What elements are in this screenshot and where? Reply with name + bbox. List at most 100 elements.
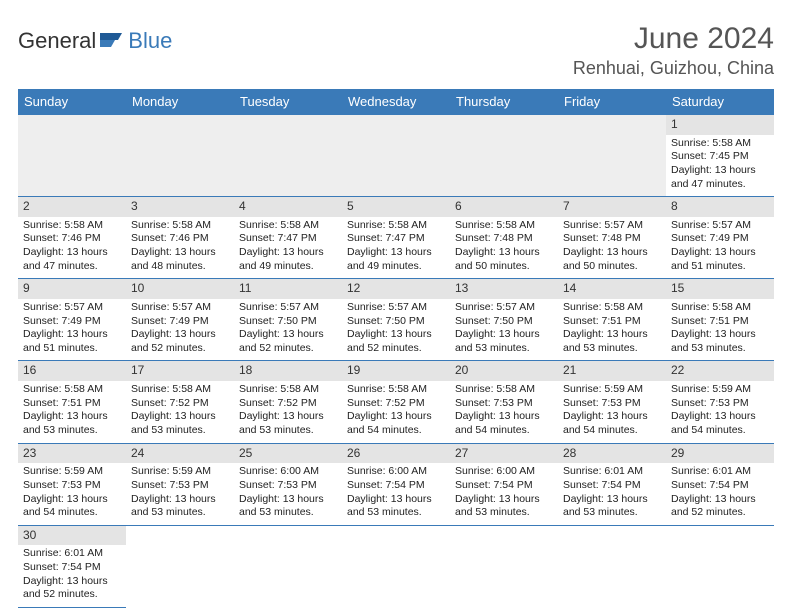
calendar-empty [558, 115, 666, 197]
sunset-text: Sunset: 7:49 PM [23, 315, 121, 329]
daylight-text: Daylight: 13 hours and 54 minutes. [563, 410, 661, 437]
daylight-text: Daylight: 13 hours and 54 minutes. [455, 410, 553, 437]
day-info: Sunrise: 5:58 AMSunset: 7:51 PMDaylight:… [23, 383, 121, 438]
calendar-day: 5Sunrise: 5:58 AMSunset: 7:47 PMDaylight… [342, 197, 450, 279]
header: General Blue June 2024 Renhuai, Guizhou,… [18, 22, 774, 79]
daylight-text: Daylight: 13 hours and 47 minutes. [23, 246, 121, 273]
sunrise-text: Sunrise: 5:58 AM [131, 219, 229, 233]
daylight-text: Daylight: 13 hours and 54 minutes. [347, 410, 445, 437]
calendar-day: 19Sunrise: 5:58 AMSunset: 7:52 PMDayligh… [342, 361, 450, 443]
day-info: Sunrise: 5:57 AMSunset: 7:50 PMDaylight:… [347, 301, 445, 356]
calendar-day: 14Sunrise: 5:58 AMSunset: 7:51 PMDayligh… [558, 279, 666, 361]
daylight-text: Daylight: 13 hours and 52 minutes. [23, 575, 121, 602]
daylight-text: Daylight: 13 hours and 50 minutes. [455, 246, 553, 273]
sunrise-text: Sunrise: 5:58 AM [455, 219, 553, 233]
calendar-day: 1Sunrise: 5:58 AMSunset: 7:45 PMDaylight… [666, 115, 774, 197]
daylight-text: Daylight: 13 hours and 52 minutes. [131, 328, 229, 355]
calendar-day: 2Sunrise: 5:58 AMSunset: 7:46 PMDaylight… [18, 197, 126, 279]
daylight-text: Daylight: 13 hours and 54 minutes. [671, 410, 769, 437]
day-number: 27 [450, 444, 558, 464]
day-info: Sunrise: 5:58 AMSunset: 7:47 PMDaylight:… [347, 219, 445, 274]
day-number: 1 [666, 115, 774, 135]
calendar-day: 20Sunrise: 5:58 AMSunset: 7:53 PMDayligh… [450, 361, 558, 443]
calendar-table: Sunday Monday Tuesday Wednesday Thursday… [18, 89, 774, 608]
sunset-text: Sunset: 7:52 PM [239, 397, 337, 411]
day-number: 25 [234, 444, 342, 464]
day-number: 14 [558, 279, 666, 299]
sunrise-text: Sunrise: 5:58 AM [23, 383, 121, 397]
day-number: 3 [126, 197, 234, 217]
day-number: 30 [18, 526, 126, 546]
daylight-text: Daylight: 13 hours and 53 minutes. [239, 493, 337, 520]
day-number: 2 [18, 197, 126, 217]
daylight-text: Daylight: 13 hours and 53 minutes. [347, 493, 445, 520]
calendar-day: 9Sunrise: 5:57 AMSunset: 7:49 PMDaylight… [18, 279, 126, 361]
sunrise-text: Sunrise: 6:01 AM [23, 547, 121, 561]
sunset-text: Sunset: 7:48 PM [563, 232, 661, 246]
day-info: Sunrise: 6:01 AMSunset: 7:54 PMDaylight:… [23, 547, 121, 602]
calendar-row: 1Sunrise: 5:58 AMSunset: 7:45 PMDaylight… [18, 115, 774, 197]
daylight-text: Daylight: 13 hours and 53 minutes. [131, 410, 229, 437]
sunrise-text: Sunrise: 5:57 AM [239, 301, 337, 315]
sunset-text: Sunset: 7:54 PM [455, 479, 553, 493]
day-number: 28 [558, 444, 666, 464]
brand-part2: Blue [128, 28, 172, 54]
calendar-day: 4Sunrise: 5:58 AMSunset: 7:47 PMDaylight… [234, 197, 342, 279]
sunset-text: Sunset: 7:52 PM [131, 397, 229, 411]
sunrise-text: Sunrise: 6:01 AM [563, 465, 661, 479]
day-number: 5 [342, 197, 450, 217]
daylight-text: Daylight: 13 hours and 47 minutes. [671, 164, 769, 191]
calendar-empty [342, 115, 450, 197]
weekday-col: Saturday [666, 89, 774, 115]
day-info: Sunrise: 5:58 AMSunset: 7:52 PMDaylight:… [347, 383, 445, 438]
sunrise-text: Sunrise: 5:58 AM [671, 137, 769, 151]
sunset-text: Sunset: 7:49 PM [671, 232, 769, 246]
sunrise-text: Sunrise: 5:59 AM [563, 383, 661, 397]
day-number: 20 [450, 361, 558, 381]
calendar-row: 2Sunrise: 5:58 AMSunset: 7:46 PMDaylight… [18, 197, 774, 279]
sunset-text: Sunset: 7:51 PM [563, 315, 661, 329]
sunset-text: Sunset: 7:53 PM [23, 479, 121, 493]
calendar-day: 21Sunrise: 5:59 AMSunset: 7:53 PMDayligh… [558, 361, 666, 443]
calendar-day: 10Sunrise: 5:57 AMSunset: 7:49 PMDayligh… [126, 279, 234, 361]
sunset-text: Sunset: 7:54 PM [563, 479, 661, 493]
calendar-day: 22Sunrise: 5:59 AMSunset: 7:53 PMDayligh… [666, 361, 774, 443]
day-number: 6 [450, 197, 558, 217]
sunrise-text: Sunrise: 5:58 AM [239, 383, 337, 397]
sunrise-text: Sunrise: 5:59 AM [131, 465, 229, 479]
daylight-text: Daylight: 13 hours and 53 minutes. [563, 328, 661, 355]
calendar-empty [450, 525, 558, 607]
sunset-text: Sunset: 7:50 PM [239, 315, 337, 329]
day-number: 8 [666, 197, 774, 217]
calendar-empty [342, 525, 450, 607]
day-info: Sunrise: 5:58 AMSunset: 7:51 PMDaylight:… [563, 301, 661, 356]
calendar-day: 26Sunrise: 6:00 AMSunset: 7:54 PMDayligh… [342, 443, 450, 525]
calendar-empty [18, 115, 126, 197]
calendar-day: 8Sunrise: 5:57 AMSunset: 7:49 PMDaylight… [666, 197, 774, 279]
sunrise-text: Sunrise: 5:58 AM [347, 383, 445, 397]
sunrise-text: Sunrise: 6:00 AM [239, 465, 337, 479]
day-number: 4 [234, 197, 342, 217]
weekday-col: Wednesday [342, 89, 450, 115]
daylight-text: Daylight: 13 hours and 53 minutes. [23, 410, 121, 437]
sunset-text: Sunset: 7:54 PM [671, 479, 769, 493]
sunset-text: Sunset: 7:46 PM [131, 232, 229, 246]
daylight-text: Daylight: 13 hours and 52 minutes. [671, 493, 769, 520]
calendar-row: 16Sunrise: 5:58 AMSunset: 7:51 PMDayligh… [18, 361, 774, 443]
sunrise-text: Sunrise: 5:58 AM [23, 219, 121, 233]
location: Renhuai, Guizhou, China [573, 58, 774, 79]
sunset-text: Sunset: 7:54 PM [23, 561, 121, 575]
day-number: 15 [666, 279, 774, 299]
weekday-col: Thursday [450, 89, 558, 115]
day-number: 17 [126, 361, 234, 381]
daylight-text: Daylight: 13 hours and 53 minutes. [671, 328, 769, 355]
day-info: Sunrise: 5:57 AMSunset: 7:50 PMDaylight:… [455, 301, 553, 356]
calendar-empty [450, 115, 558, 197]
calendar-row: 23Sunrise: 5:59 AMSunset: 7:53 PMDayligh… [18, 443, 774, 525]
day-number: 7 [558, 197, 666, 217]
day-info: Sunrise: 6:00 AMSunset: 7:54 PMDaylight:… [455, 465, 553, 520]
day-info: Sunrise: 5:58 AMSunset: 7:51 PMDaylight:… [671, 301, 769, 356]
day-number: 26 [342, 444, 450, 464]
day-info: Sunrise: 6:00 AMSunset: 7:54 PMDaylight:… [347, 465, 445, 520]
calendar-day: 27Sunrise: 6:00 AMSunset: 7:54 PMDayligh… [450, 443, 558, 525]
